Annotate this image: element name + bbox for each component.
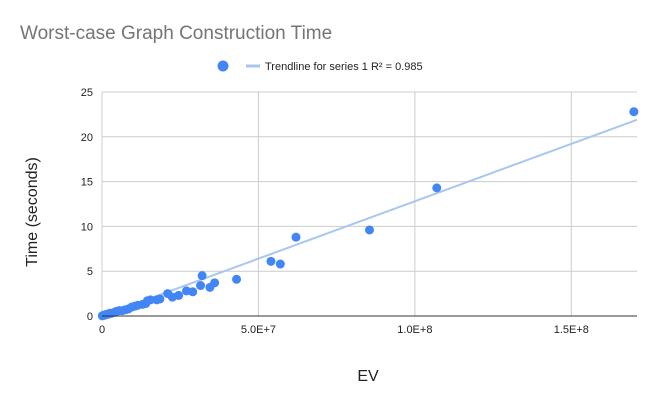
data-point — [629, 107, 639, 117]
data-point — [432, 183, 442, 193]
data-point — [197, 271, 207, 281]
data-point — [163, 289, 173, 299]
data-point — [196, 281, 206, 291]
y-tick-label: 5 — [87, 266, 93, 278]
y-tick-label: 10 — [81, 221, 93, 233]
x-tick-label: 1.5E+8 — [554, 324, 589, 336]
data-points — [97, 107, 639, 321]
data-point — [291, 232, 301, 242]
x-tick-label: 1.0E+8 — [397, 324, 432, 336]
data-point — [181, 286, 191, 296]
data-point — [205, 282, 215, 292]
legend-trendline-label: Trendline for series 1 R² = 0.985 — [265, 61, 423, 73]
x-tick-label: 0 — [99, 324, 105, 336]
legend: Trendline for series 1 R² = 0.985 — [217, 60, 423, 73]
data-point — [365, 225, 374, 235]
y-axis-title: Time (seconds) — [24, 157, 41, 267]
y-tick-label: 20 — [81, 132, 93, 144]
trendline — [101, 118, 638, 317]
x-tick-label: 5.0E+7 — [241, 324, 276, 336]
y-tick-label: 0 — [87, 311, 93, 323]
data-point — [152, 295, 162, 305]
chart-title: Worst-case Graph Construction Time — [20, 23, 332, 44]
data-point — [266, 256, 276, 266]
y-tick-label: 25 — [81, 87, 93, 99]
y-axis-ticks: 0 5 10 15 20 25 — [81, 87, 93, 323]
legend-series-marker — [217, 60, 229, 72]
x-axis-ticks: 0 5.0E+7 1.0E+8 1.5E+8 — [99, 324, 589, 336]
x-axis-title: EV — [357, 368, 379, 385]
y-tick-label: 15 — [81, 177, 93, 189]
data-point — [232, 274, 242, 284]
data-point — [275, 259, 285, 269]
